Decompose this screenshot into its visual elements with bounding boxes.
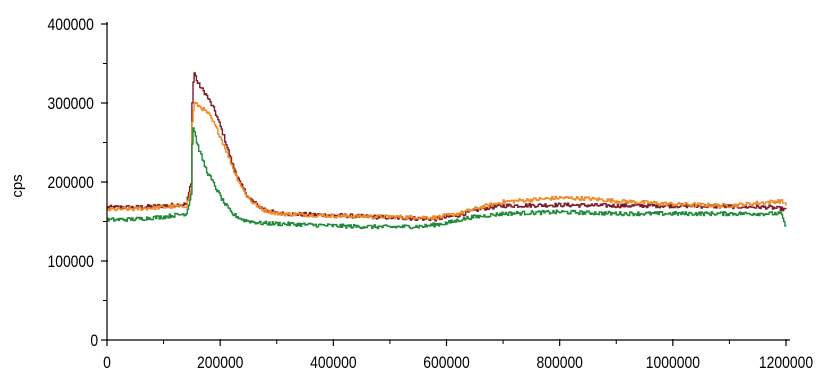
x-tick-label: 400000 (310, 354, 357, 373)
ticks-layer: 0 100000 200000 300000 400000 0 200000 400000 60… (47, 16, 813, 373)
y-tick-label: 100000 (47, 253, 94, 272)
y-tick-label: 200000 (47, 174, 94, 193)
x-tick-label: 0 (103, 354, 111, 373)
y-tick-label: 400000 (47, 16, 94, 35)
x-tick-label: 200000 (197, 354, 244, 373)
y-tick-label: 300000 (47, 95, 94, 114)
x-tick-label: 600000 (423, 354, 470, 373)
axes-layer (106, 22, 790, 341)
y-axis-title: cps (9, 174, 26, 197)
y-tick-label: 0 (90, 332, 98, 351)
series-layer (107, 72, 787, 230)
series-line-1 (107, 72, 787, 222)
series-line-3 (107, 127, 787, 230)
series-line-2 (107, 101, 787, 220)
x-tick-label: 800000 (536, 354, 583, 373)
x-tick-label: 1200000 (759, 354, 814, 373)
x-tick-label: 1000000 (646, 354, 701, 373)
